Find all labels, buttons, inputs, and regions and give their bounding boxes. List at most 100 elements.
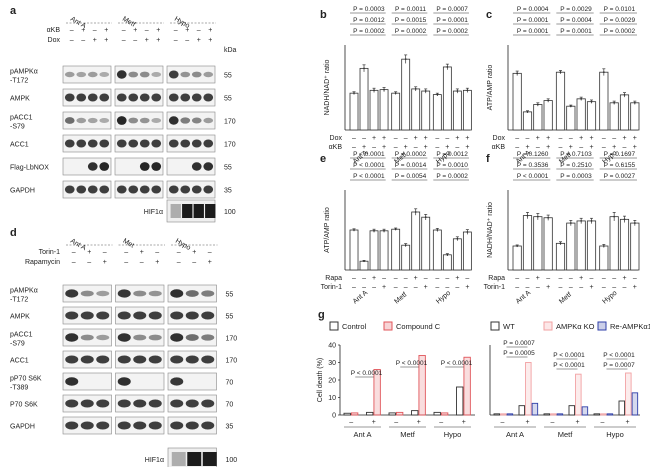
x-sign: – bbox=[439, 419, 443, 426]
bar bbox=[556, 413, 564, 416]
bar bbox=[421, 90, 431, 131]
blot-band bbox=[133, 311, 147, 320]
treatment-sign: + bbox=[93, 37, 97, 44]
legend-swatch bbox=[383, 321, 393, 331]
blot-band bbox=[191, 93, 202, 102]
treatment-sign: – bbox=[612, 135, 616, 142]
legend-swatch bbox=[543, 321, 553, 331]
hif-kda: 100 bbox=[226, 457, 238, 464]
blot-band bbox=[180, 93, 191, 102]
treatment-sign: – bbox=[569, 135, 573, 142]
treatment-sign: – bbox=[404, 275, 408, 282]
treatment-sign: + bbox=[156, 27, 160, 34]
treatment-label: Torin-1 bbox=[39, 249, 61, 256]
y-tick-label: 0 bbox=[332, 413, 336, 420]
treatment-sign: – bbox=[145, 27, 149, 34]
treatment-sign: – bbox=[70, 27, 74, 34]
blot-band bbox=[133, 355, 147, 364]
treatment-sign: – bbox=[623, 284, 627, 291]
blot-band bbox=[151, 185, 162, 194]
data-point bbox=[424, 216, 427, 219]
blot-band bbox=[151, 139, 162, 148]
data-point bbox=[590, 100, 593, 103]
y-tick-label: 30 bbox=[328, 360, 336, 367]
treatment-sign: – bbox=[579, 144, 583, 151]
group-label: Hypo bbox=[601, 290, 618, 306]
p-value: P < 0.0001 bbox=[353, 151, 385, 158]
treatment-sign: – bbox=[81, 37, 85, 44]
blot-band bbox=[65, 377, 79, 386]
bar bbox=[533, 216, 543, 271]
bar bbox=[359, 67, 369, 131]
blot-band bbox=[117, 399, 131, 408]
y-axis-label: NADH/NAD⁺ ratio bbox=[487, 202, 494, 258]
blot-membrane bbox=[115, 328, 165, 347]
blot-label: AMPK bbox=[10, 96, 30, 103]
bar bbox=[568, 405, 576, 416]
blot-label-site: -T172 bbox=[10, 78, 28, 85]
p-value: P = 0.0007 bbox=[503, 340, 535, 347]
treatment-sign: + bbox=[208, 259, 212, 266]
treatment-sign: – bbox=[352, 284, 356, 291]
bar bbox=[506, 413, 514, 416]
treatment-sign: + bbox=[579, 275, 583, 282]
p-value: P < 0.0001 bbox=[603, 352, 635, 359]
bar bbox=[349, 92, 359, 131]
treatment-sign: – bbox=[174, 27, 178, 34]
p-value: P < 0.0001 bbox=[441, 360, 473, 367]
treatment-sign: – bbox=[124, 259, 128, 266]
bar bbox=[512, 245, 522, 271]
hif-band bbox=[193, 204, 204, 218]
bar bbox=[625, 372, 632, 416]
blot-band bbox=[64, 71, 75, 78]
blot-band bbox=[116, 185, 127, 194]
blot-band bbox=[117, 355, 131, 364]
blot-band bbox=[201, 399, 215, 408]
blot-band bbox=[203, 139, 214, 148]
treatment-sign: – bbox=[352, 275, 356, 282]
legend-swatch bbox=[597, 321, 607, 331]
chart-f bbox=[507, 157, 640, 271]
blot-membrane bbox=[114, 111, 164, 130]
treatment-label: Torin-1 bbox=[484, 284, 506, 291]
y-tick-label: 10 bbox=[328, 395, 336, 402]
p-value: P = 0.0029 bbox=[604, 17, 636, 24]
blot-band bbox=[96, 355, 110, 364]
group-label: Met bbox=[122, 238, 136, 250]
data-point bbox=[590, 220, 593, 222]
bar bbox=[522, 215, 533, 271]
blot-membrane bbox=[114, 65, 164, 84]
p-value: P < 0.0001 bbox=[553, 352, 585, 359]
treatment-sign: – bbox=[352, 135, 356, 142]
hif-label: HIF1α bbox=[145, 457, 164, 464]
data-point bbox=[404, 58, 407, 61]
treatment-sign: – bbox=[372, 284, 376, 291]
treatment-sign: – bbox=[546, 275, 550, 282]
legend-swatch bbox=[329, 321, 339, 331]
data-point bbox=[526, 214, 529, 217]
blot-band bbox=[170, 333, 184, 342]
blot-band bbox=[168, 139, 179, 148]
blot-band bbox=[185, 290, 199, 297]
x-sign: + bbox=[575, 419, 579, 426]
treatment-sign: – bbox=[526, 275, 530, 282]
treatment-sign: – bbox=[87, 259, 91, 266]
kda-value: 55 bbox=[226, 314, 234, 321]
treatment-sign: – bbox=[612, 284, 616, 291]
p-value: P = 0.0004 bbox=[560, 17, 592, 24]
blot-label: pAMPKα bbox=[10, 288, 38, 295]
blot-band bbox=[128, 185, 139, 194]
blot-band bbox=[170, 311, 184, 320]
treatment-sign: – bbox=[140, 259, 144, 266]
blot-band bbox=[185, 311, 199, 320]
treatment-sign: + bbox=[546, 135, 550, 142]
treatment-sign: – bbox=[197, 27, 201, 34]
treatment-sign: + bbox=[185, 27, 189, 34]
bar bbox=[452, 90, 462, 131]
treatment-sign: + bbox=[546, 284, 550, 291]
treatment-sign: + bbox=[589, 135, 593, 142]
treatment-sign: – bbox=[455, 144, 459, 151]
treatment-sign: – bbox=[414, 144, 418, 151]
treatment-label: αKB bbox=[329, 144, 343, 151]
bar bbox=[493, 413, 501, 416]
